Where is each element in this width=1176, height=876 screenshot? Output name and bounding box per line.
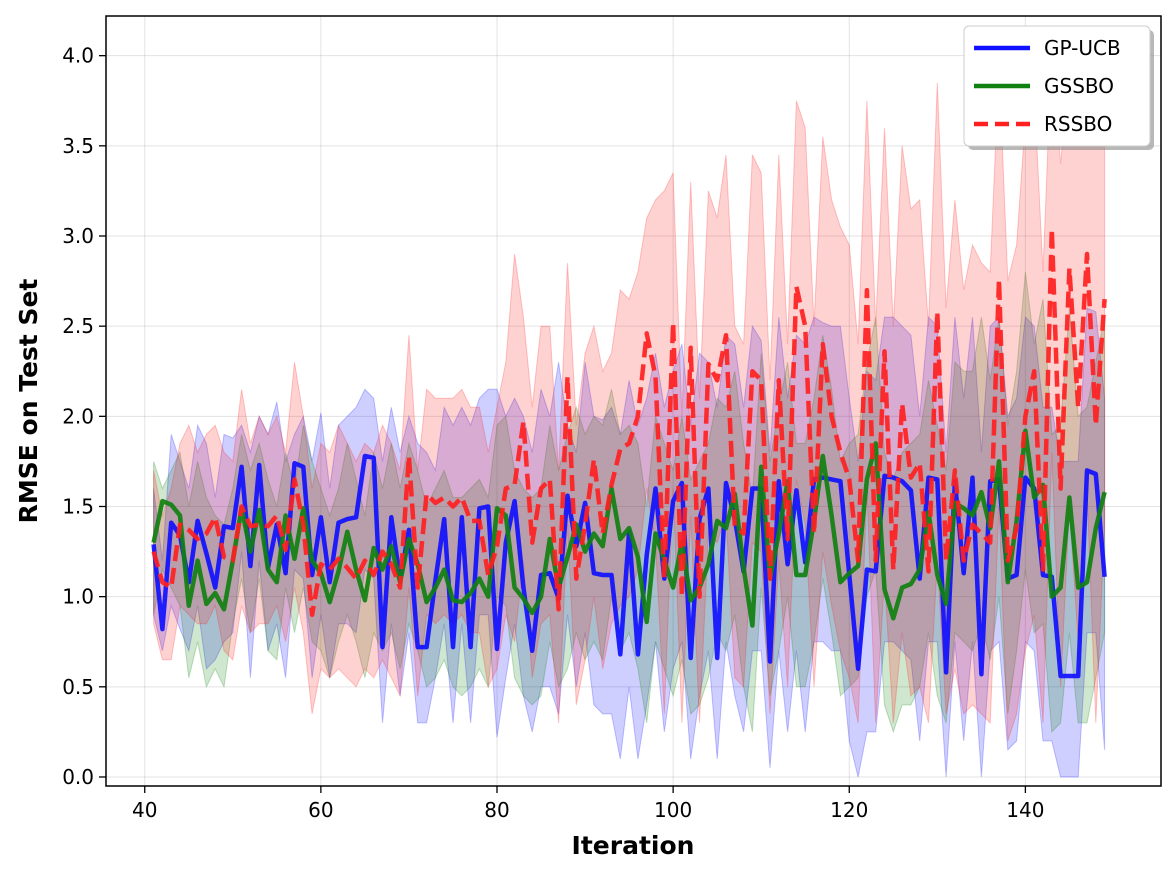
y-tick-label: 3.0	[62, 224, 94, 248]
y-tick-label: 4.0	[62, 44, 94, 68]
band-gssbo	[153, 272, 1106, 734]
band-layer	[153, 46, 1106, 778]
x-tick-label: 120	[830, 798, 868, 822]
y-tick-label: 0.0	[62, 765, 94, 789]
legend-label-gp-ucb: GP-UCB	[1044, 36, 1121, 60]
legend-label-rssbo: RSSBO	[1044, 112, 1112, 136]
series-line-rssbo	[151, 226, 1107, 617]
legend-box	[963, 25, 1151, 147]
x-axis-title: Iteration	[572, 831, 695, 860]
y-tick-label: 0.5	[62, 675, 94, 699]
legend-label-gssbo: GSSBO	[1044, 74, 1114, 98]
y-tick-label: 1.0	[62, 585, 94, 609]
x-tick-label: 60	[308, 798, 333, 822]
x-tick-label: 40	[132, 798, 157, 822]
line-layer	[151, 226, 1107, 679]
plot-frame	[105, 15, 1162, 787]
tick-layer: 40 60 80 100 120 140 0.0 0.5 1.0 1.5 2.0 2.5 3.0 3.5 4…	[62, 44, 1044, 822]
series-line-gssbo	[151, 428, 1107, 628]
y-tick-label: 2.5	[62, 314, 94, 338]
x-tick-label: 100	[654, 798, 692, 822]
y-tick-label: 1.5	[62, 494, 94, 518]
x-tick-label: 80	[484, 798, 509, 822]
y-axis-title: RMSE on Test Set	[14, 279, 43, 524]
x-tick-label: 140	[1006, 798, 1044, 822]
y-tick-label: 3.5	[62, 134, 94, 158]
legend: GP-UCB GSSBO RSSBO	[963, 25, 1154, 150]
y-tick-label: 2.0	[62, 404, 94, 428]
